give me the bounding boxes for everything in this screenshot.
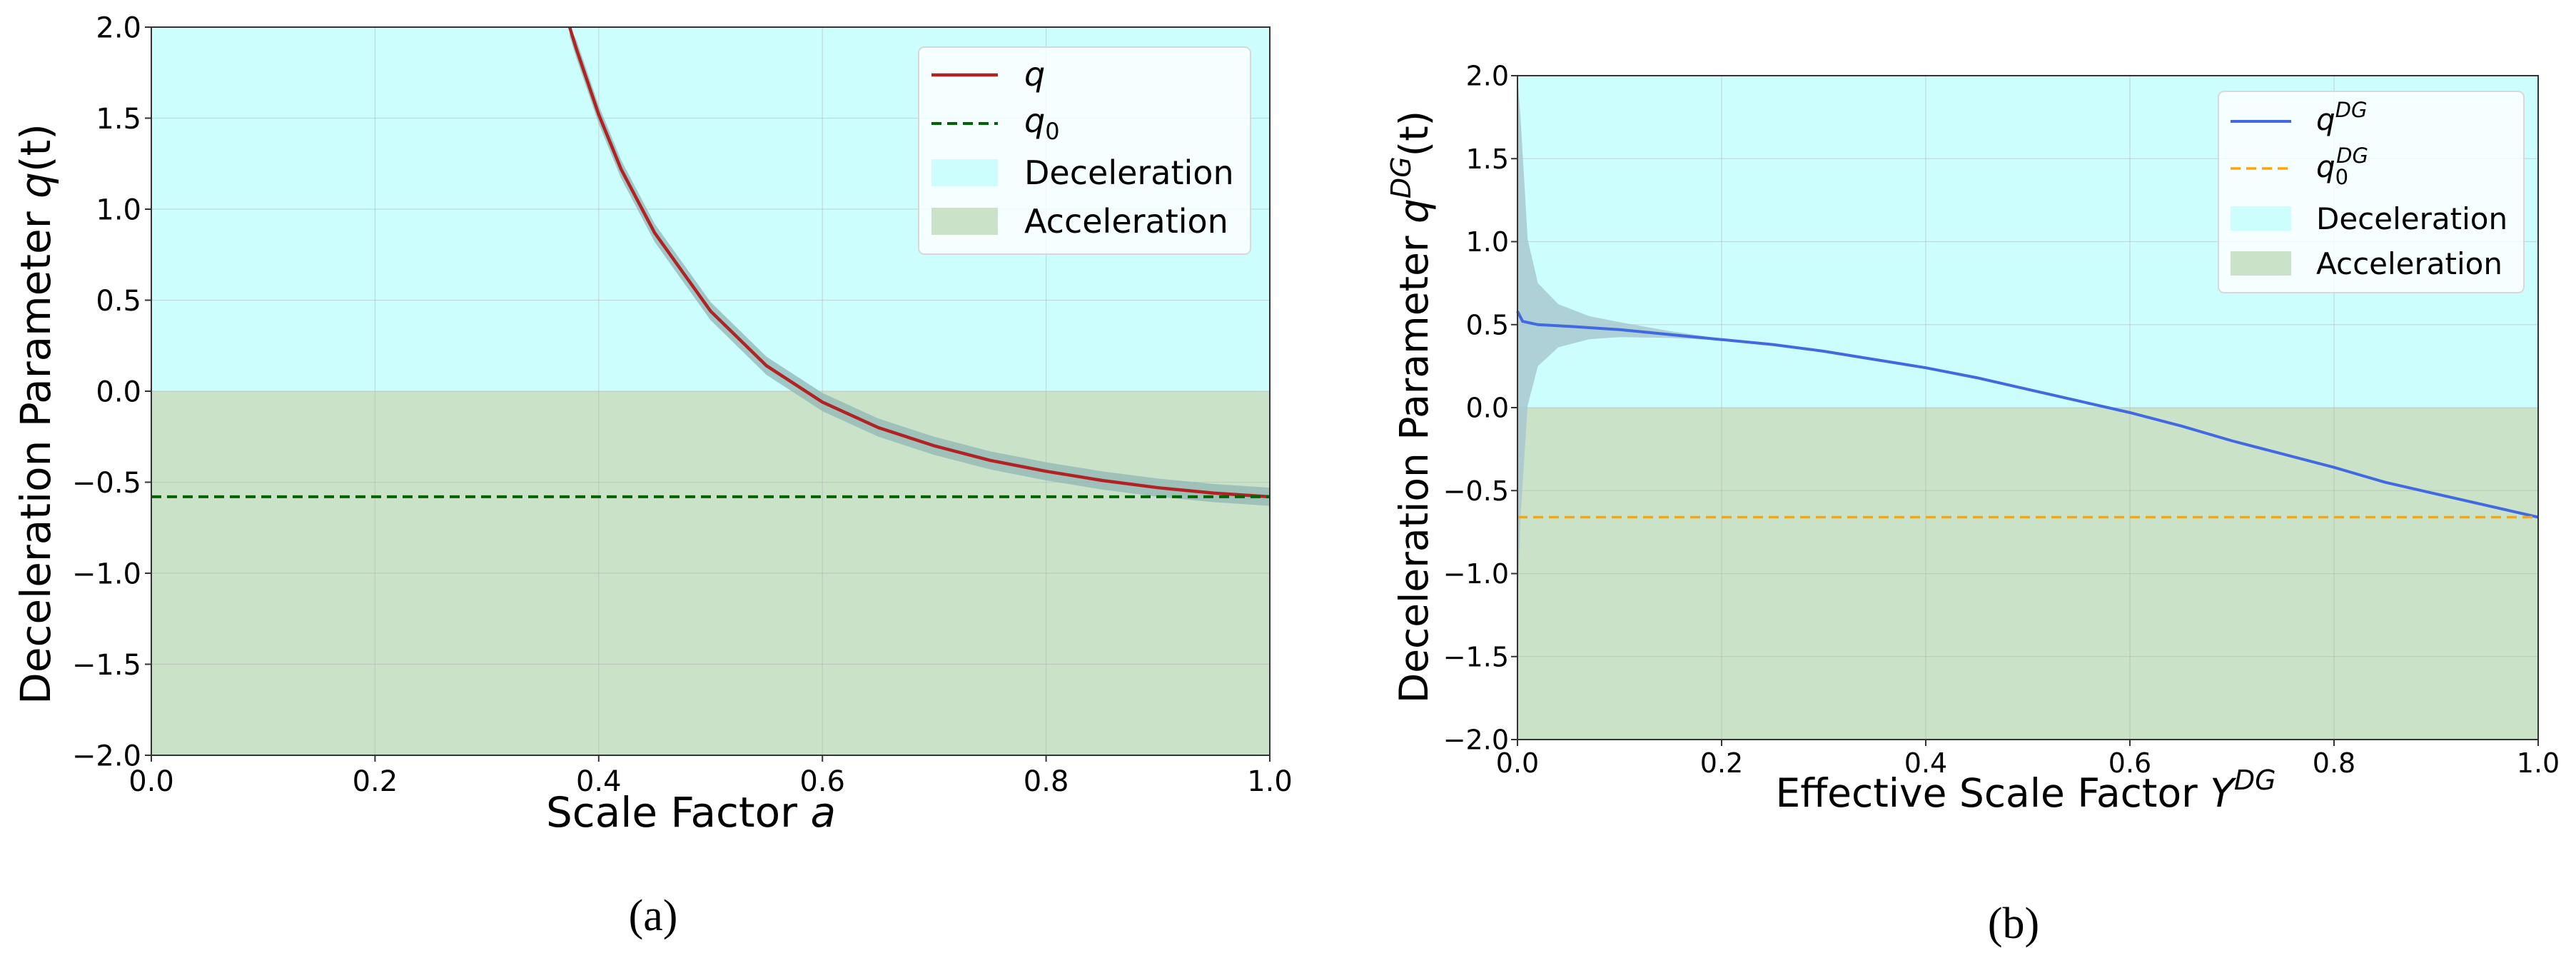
- chart-a-legend-acceleration-swatch: [931, 208, 998, 235]
- chart-b-x-tick-label: 0.4: [1904, 747, 1947, 779]
- chart-a-y-tick-label: 0.0: [96, 375, 141, 408]
- chart-b-qdg-line: [1516, 311, 2539, 519]
- chart-b-y-tick-label: 0.0: [1466, 393, 1509, 424]
- chart-b-legend-acceleration-label: Acceleration: [2316, 246, 2502, 281]
- chart-a-y-tick-label: −1.0: [72, 558, 141, 590]
- chart-a-x-axis-label: Scale Factor a: [546, 788, 836, 837]
- chart-a-q-line: [567, 26, 1271, 499]
- chart-b-legend-qdg-label: qDG: [2316, 98, 2367, 137]
- chart-a-y-tick-label: −0.5: [72, 467, 141, 500]
- chart-b-y-axis-label: Deceleration Parameter qDG(t): [1385, 111, 1437, 703]
- chart-b-panel-label: (b): [1988, 899, 2039, 948]
- chart-a-legend-deceleration-label: Deceleration: [1024, 153, 1234, 192]
- chart-a-x-tick-label: 0.6: [799, 765, 845, 798]
- chart-b-legend-q0dg-label: q0DG: [2316, 143, 2368, 189]
- chart-b-y-tick-label: 0.5: [1466, 309, 1509, 341]
- chart-b-y-tick-label: 1.0: [1466, 226, 1509, 258]
- chart-b-q-uncertainty-band: [1517, 76, 1722, 610]
- chart-a-legend-deceleration-swatch: [931, 159, 998, 186]
- chart-a-legend: q q0 Deceleration Acceleration: [918, 46, 1251, 255]
- chart-a-legend-q0-label: q0: [1024, 101, 1060, 145]
- chart-a-y-tick-label: 1.5: [96, 103, 141, 136]
- chart-b-y-tick-label: −1.5: [1443, 641, 1509, 672]
- chart-b-acceleration-region: [1517, 408, 2538, 740]
- chart-a-panel-label: (a): [629, 892, 678, 940]
- chart-b: 0.0 0.2 0.4 0.6 0.8 1.0 −2.0−1.5−1.0−0.50.00.…: [1385, 61, 2560, 948]
- chart-a-legend-q-label: q: [1024, 55, 1045, 94]
- chart-a-legend-box: [918, 46, 1251, 255]
- chart-b-legend-acceleration-swatch: [2231, 251, 2291, 276]
- chart-a-legend-acceleration-label: Acceleration: [1024, 202, 1228, 241]
- chart-b-legend: qDG q0DG Deceleration Acceleration: [2218, 91, 2525, 293]
- chart-b-legend-deceleration-label: Deceleration: [2316, 201, 2507, 236]
- chart-b-legend-box: [2218, 91, 2525, 293]
- chart-b-legend-deceleration-swatch: [2231, 206, 2291, 231]
- chart-b-y-tick-label: −1.0: [1443, 558, 1509, 590]
- chart-b-x-tick-label: 0.2: [1700, 747, 1743, 779]
- chart-a-y-tick-label: 1.0: [96, 193, 141, 226]
- chart-a-y-tick-label: 0.5: [96, 285, 141, 318]
- chart-a-y-tick-label: 2.0: [96, 11, 141, 44]
- chart-a-x-tick-label: 0.2: [353, 765, 398, 798]
- chart-b-y-tick-label: −2.0: [1443, 725, 1509, 756]
- chart-a-x-tick-label: 1.0: [1247, 765, 1293, 798]
- chart-b-y-ticks: −2.0 −1.5 −1.0 −0.5 0.0 0.5 1.0 1.5 2.0: [1443, 61, 1517, 756]
- chart-b-x-tick-label: 0.6: [2108, 747, 2151, 779]
- chart-a-y-tick-label: −2.0: [72, 740, 141, 772]
- chart-b-x-tick-label: 0.8: [2313, 747, 2355, 779]
- chart-a-acceleration-region: [151, 391, 1270, 755]
- chart-a-y-ticks: −2.0 −1.5 −1.0 −0.5 0.0 0.5 1.0 1.5 2.0: [72, 11, 151, 772]
- chart-b-y-tick-label: 1.5: [1466, 143, 1509, 175]
- chart-b-y-tick-label: 2.0: [1466, 61, 1509, 92]
- chart-b-x-ticks: 0.0 0.2 0.4 0.6 0.8 1.0: [1496, 740, 2560, 779]
- chart-b-x-axis-label: Effective Scale Factor YDG: [1775, 765, 2276, 816]
- chart-a-x-ticks: 0.0 0.2 0.4 0.6 0.8 1.0: [128, 755, 1293, 798]
- chart-a-y-tick-label: −1.5: [72, 649, 141, 682]
- chart-a-y-axis-label: Deceleration Parameter q(t): [11, 123, 60, 705]
- chart-a: 0.0 0.2 0.4 0.6 0.8 1.0 −2.0−1.5−1.0−0.50.00.…: [11, 11, 1293, 940]
- chart-a-x-tick-label: 0.8: [1024, 765, 1069, 798]
- chart-a-x-tick-label: 0.4: [576, 765, 622, 798]
- chart-b-x-tick-label: 0.0: [1496, 747, 1539, 779]
- chart-a-x-tick-label: 0.0: [128, 765, 174, 798]
- chart-b-y-tick-label: −0.5: [1443, 475, 1509, 507]
- chart-b-x-tick-label: 1.0: [2517, 747, 2560, 779]
